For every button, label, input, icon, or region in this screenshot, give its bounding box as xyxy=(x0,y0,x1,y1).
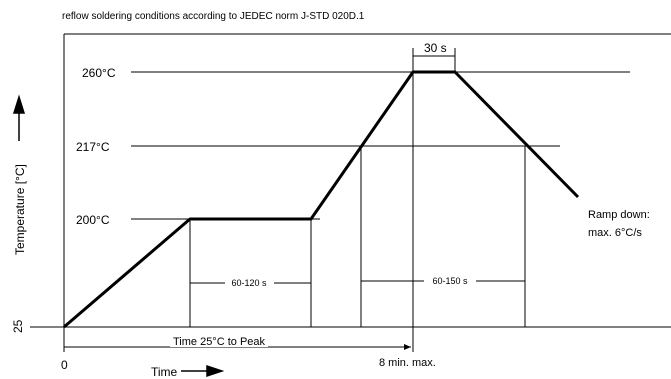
x-axis-arrow-icon xyxy=(181,364,225,378)
liquidus-duration-label: 60-150 s xyxy=(432,276,468,286)
temp-label-200: 200°C xyxy=(76,213,110,227)
soak-duration-label: 60-120 s xyxy=(231,278,267,288)
x-axis-label: Time xyxy=(151,365,178,379)
x-origin-label: 0 xyxy=(61,358,68,372)
y-axis-arrow-icon xyxy=(12,94,26,141)
time-to-peak-label-bg xyxy=(170,335,268,347)
temp-label-260: 260°C xyxy=(82,66,116,80)
reflow-profile-curve xyxy=(63,70,580,329)
y-axis-label: Temperature [°C] xyxy=(13,164,27,255)
ramp-down-label-line1: Ramp down: xyxy=(588,209,650,221)
diagram-title: reflow soldering conditions according to… xyxy=(62,11,365,22)
peak-time-label: 30 s xyxy=(424,41,447,55)
ramp-down-label-line2: max. 6°C/s xyxy=(588,227,642,239)
time-to-peak-label: Time 25°C to Peak xyxy=(173,336,266,348)
x-max-label: 8 min. max. xyxy=(379,357,436,369)
temp-label-217: 217°C xyxy=(76,140,110,154)
y-base-label: 25 xyxy=(11,319,25,333)
